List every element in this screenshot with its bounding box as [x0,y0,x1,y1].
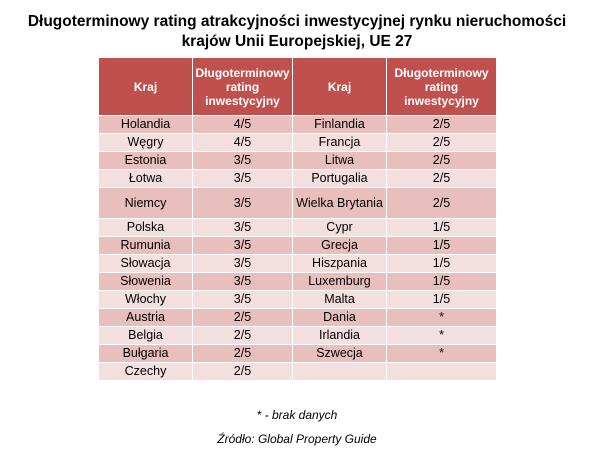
rating-cell: * [386,326,497,345]
rating-cell: 3/5 [192,187,293,219]
country-cell: Malta [292,290,387,309]
rating-cell: 2/5 [386,169,497,188]
header-rating-left: Długoterminowy rating inwestycyjny [192,57,293,116]
country-cell: Dania [292,308,387,327]
rating-cell: 1/5 [386,272,497,291]
rating-cell: 3/5 [192,218,293,237]
table-row: Holandia 4/5 Finlandia 2/5 [98,115,497,134]
country-cell: Finlandia [292,115,387,134]
country-cell: Irlandia [292,326,387,345]
table-row: Węgry 4/5 Francja 2/5 [98,133,497,152]
country-cell: Niemcy [98,187,193,219]
country-cell: Słowenia [98,272,193,291]
rating-cell: 3/5 [192,254,293,273]
rating-cell: * [386,308,497,327]
table-row: Austria 2/5 Dania * [98,308,497,327]
country-cell: Polska [98,218,193,237]
table-row: Polska 3/5 Cypr 1/5 [98,218,497,237]
table-row: Słowenia 3/5 Luxemburg 1/5 [98,272,497,291]
country-cell: Portugalia [292,169,387,188]
table-header-row: Kraj Długoterminowy rating inwestycyjny … [98,57,497,116]
header-rating-right: Długoterminowy rating inwestycyjny [386,57,497,116]
table-row: Łotwa 3/5 Portugalia 2/5 [98,169,497,188]
rating-cell [386,362,497,381]
rating-cell: 2/5 [386,151,497,170]
table-row: Czechy 2/5 [98,362,497,381]
country-cell: Szwecja [292,344,387,363]
rating-cell: 2/5 [192,326,293,345]
country-cell: Słowacja [98,254,193,273]
table-row: Bułgaria 2/5 Szwecja * [98,344,497,363]
rating-cell: 1/5 [386,290,497,309]
header-country-right: Kraj [292,57,387,116]
country-cell: Węgry [98,133,193,152]
rating-cell: * [386,344,497,363]
country-cell: Rumunia [98,236,193,255]
table-row: Rumunia 3/5 Grecja 1/5 [98,236,497,255]
country-cell: Austria [98,308,193,327]
country-cell: Cypr [292,218,387,237]
footnote: * - brak danych [256,408,338,422]
country-cell: Belgia [98,326,193,345]
country-cell: Litwa [292,151,387,170]
rating-cell: 2/5 [386,115,497,134]
header-country-left: Kraj [98,57,193,116]
table-row: Niemcy 3/5 Wielka Brytania 2/5 [98,187,497,219]
rating-cell: 4/5 [192,133,293,152]
country-cell: Wielka Brytania [292,187,387,219]
country-cell: Bułgaria [98,344,193,363]
country-cell: Luxemburg [292,272,387,291]
rating-cell: 2/5 [192,308,293,327]
rating-cell: 2/5 [386,133,497,152]
table-title: Długoterminowy rating atrakcyjności inwe… [0,12,594,52]
title-line-1: Długoterminowy rating atrakcyjności inwe… [27,13,567,30]
rating-cell: 3/5 [192,236,293,255]
country-cell: Holandia [98,115,193,134]
country-cell: Estonia [98,151,193,170]
rating-cell: 3/5 [192,272,293,291]
country-cell: Łotwa [98,169,193,188]
country-cell: Francja [292,133,387,152]
country-cell: Hiszpania [292,254,387,273]
rating-cell: 3/5 [192,151,293,170]
source-note: Źródło: Global Property Guide [217,432,377,446]
country-cell: Włochy [98,290,193,309]
rating-cell: 1/5 [386,236,497,255]
title-line-2: krajów Unii Europejskiej, UE 27 [181,33,413,50]
rating-table: Kraj Długoterminowy rating inwestycyjny … [98,57,497,381]
table-row: Włochy 3/5 Malta 1/5 [98,290,497,309]
country-cell: Czechy [98,362,193,381]
rating-cell: 2/5 [192,362,293,381]
rating-cell: 4/5 [192,115,293,134]
rating-cell: 2/5 [386,187,497,219]
rating-cell: 2/5 [192,344,293,363]
country-cell: Grecja [292,236,387,255]
rating-cell: 1/5 [386,254,497,273]
table-row: Belgia 2/5 Irlandia * [98,326,497,345]
rating-cell: 1/5 [386,218,497,237]
country-cell [292,362,387,381]
table-row: Estonia 3/5 Litwa 2/5 [98,151,497,170]
table-row: Słowacja 3/5 Hiszpania 1/5 [98,254,497,273]
rating-cell: 3/5 [192,169,293,188]
rating-cell: 3/5 [192,290,293,309]
